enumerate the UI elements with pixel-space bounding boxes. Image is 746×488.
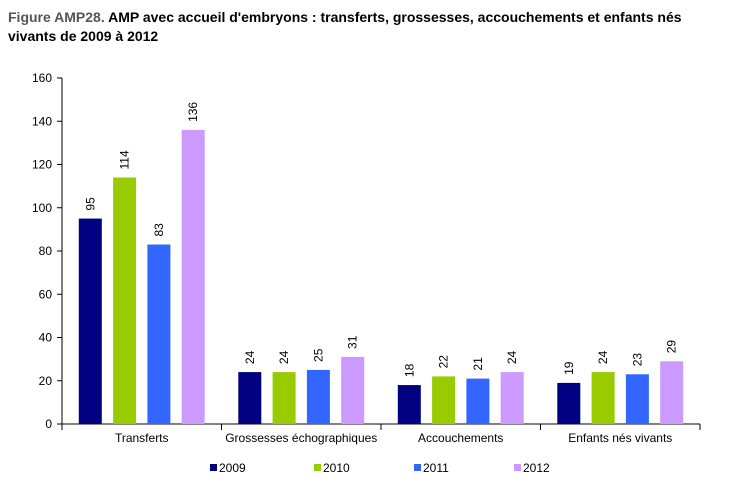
data-label: 19: [562, 361, 576, 375]
bar: [113, 177, 137, 424]
y-tick-label: 60: [39, 287, 53, 301]
y-tick-label: 120: [32, 158, 52, 172]
y-tick-label: 80: [39, 244, 53, 258]
legend-label: 2009: [219, 461, 246, 475]
data-label: 95: [83, 197, 97, 211]
legend-label: 2012: [523, 461, 550, 475]
data-label: 24: [277, 350, 291, 364]
data-label: 24: [243, 350, 257, 364]
bar: [591, 372, 615, 424]
legend-label: 2010: [323, 461, 350, 475]
legend-swatch: [210, 464, 217, 471]
bar: [147, 244, 171, 424]
data-label: 29: [665, 340, 679, 354]
bar: [432, 376, 456, 424]
bar: [272, 372, 296, 424]
bar: [557, 382, 581, 424]
data-label: 83: [152, 223, 166, 237]
data-label: 24: [505, 350, 519, 364]
chart-title-text: AMP avec accueil d'embryons : transferts…: [8, 9, 682, 44]
y-tick-label: 100: [32, 201, 52, 215]
data-label: 21: [471, 357, 485, 371]
chart-title-prefix: Figure AMP28.: [8, 9, 105, 25]
legend-swatch: [414, 464, 421, 471]
data-label: 25: [311, 348, 325, 362]
y-tick-label: 160: [32, 71, 52, 85]
data-label: 31: [346, 335, 360, 349]
chart-title: Figure AMP28. AMP avec accueil d'embryon…: [8, 8, 728, 46]
bar: [78, 218, 102, 424]
y-tick-label: 40: [39, 331, 53, 345]
bar: [397, 385, 421, 424]
y-tick-label: 20: [39, 374, 53, 388]
data-label: 18: [402, 363, 416, 377]
y-tick-label: 0: [45, 417, 52, 431]
data-label: 136: [186, 102, 200, 122]
data-label: 23: [630, 353, 644, 367]
y-tick-label: 140: [32, 114, 52, 128]
data-label: 114: [118, 150, 132, 169]
bar: [660, 361, 684, 424]
x-tick-label: Grossesses échographiques: [225, 431, 377, 445]
data-label: 22: [437, 355, 451, 369]
data-label: 24: [596, 350, 610, 364]
bar: [306, 369, 330, 424]
bar: [181, 129, 205, 424]
bar: [500, 372, 524, 424]
bar: [625, 374, 649, 424]
bar: [238, 372, 262, 424]
x-tick-label: Accouchements: [418, 431, 503, 445]
legend-label: 2011: [423, 461, 449, 475]
x-tick-label: Transferts: [115, 431, 169, 445]
bar: [341, 356, 365, 424]
x-tick-label: Enfants nés vivants: [568, 431, 672, 445]
legend-swatch: [314, 464, 321, 471]
bar: [466, 378, 490, 424]
legend-swatch: [514, 464, 521, 471]
